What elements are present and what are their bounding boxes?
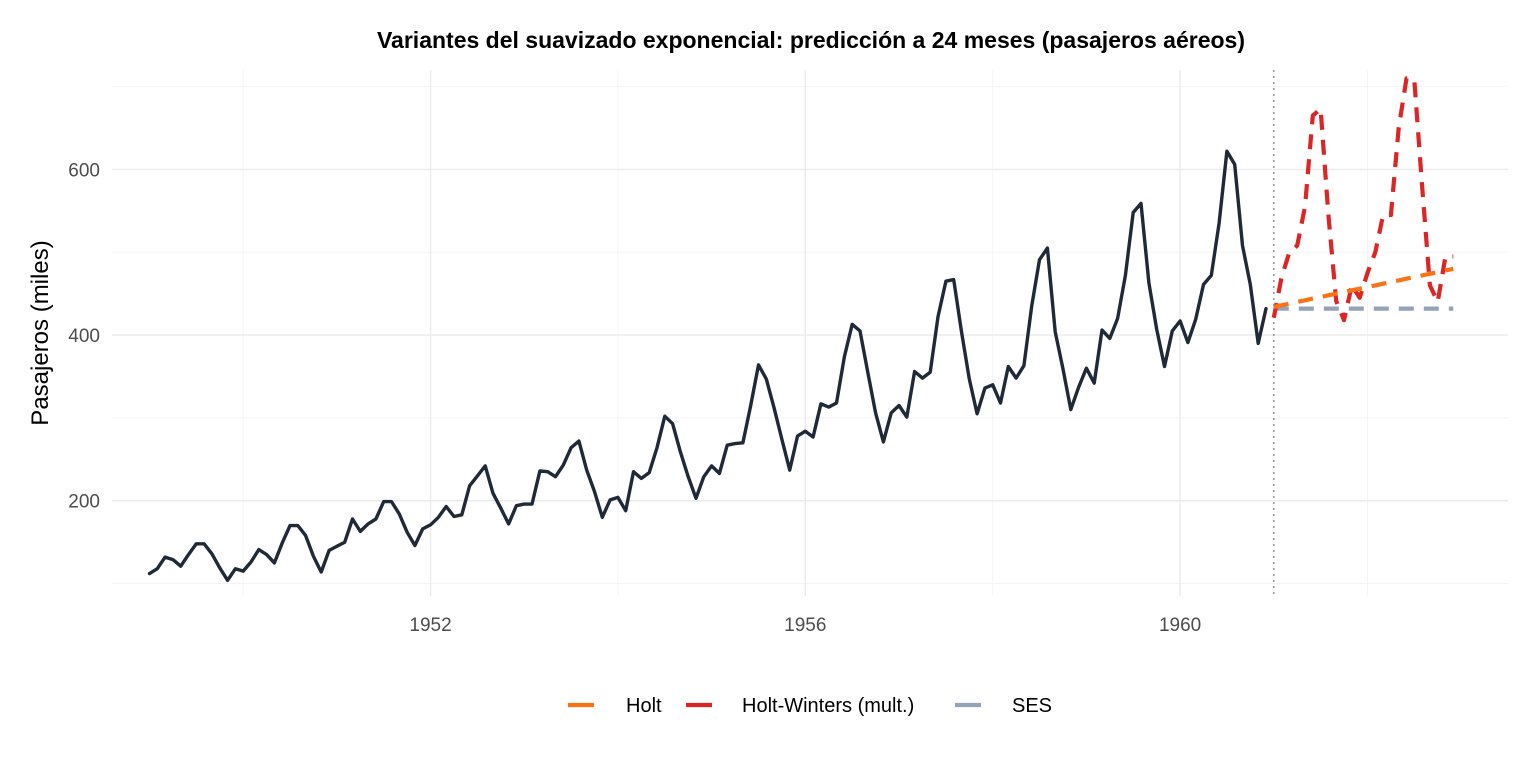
- x-tick-label: 1956: [784, 615, 826, 636]
- x-tick-label: 1960: [1159, 615, 1201, 636]
- legend-label-ses: SES: [1012, 695, 1052, 717]
- legend-label-holt: Holt: [626, 695, 662, 717]
- x-tick-labels: 1952 1956 1960: [409, 615, 1201, 636]
- legend: Holt Holt-Winters (mult.) SES: [568, 695, 1052, 717]
- grid: [112, 70, 1508, 596]
- series-layer: [147, 70, 1454, 596]
- y-tick-label: 600: [68, 160, 100, 181]
- series-line-holt-winters: [1271, 76, 1454, 323]
- legend-label-holt-winters: Holt-Winters (mult.): [742, 695, 914, 717]
- x-tick-label: 1952: [409, 615, 451, 636]
- observed-series-line: [147, 149, 1268, 582]
- y-tick-label: 400: [68, 326, 100, 347]
- series-line-holt: [1273, 266, 1454, 309]
- y-tick-label: 200: [68, 492, 100, 513]
- chart-title: Variantes del suavizado exponencial: pre…: [377, 27, 1245, 53]
- y-tick-labels: 200 400 600: [68, 160, 100, 512]
- y-axis-label: Pasajeros (miles): [27, 240, 54, 425]
